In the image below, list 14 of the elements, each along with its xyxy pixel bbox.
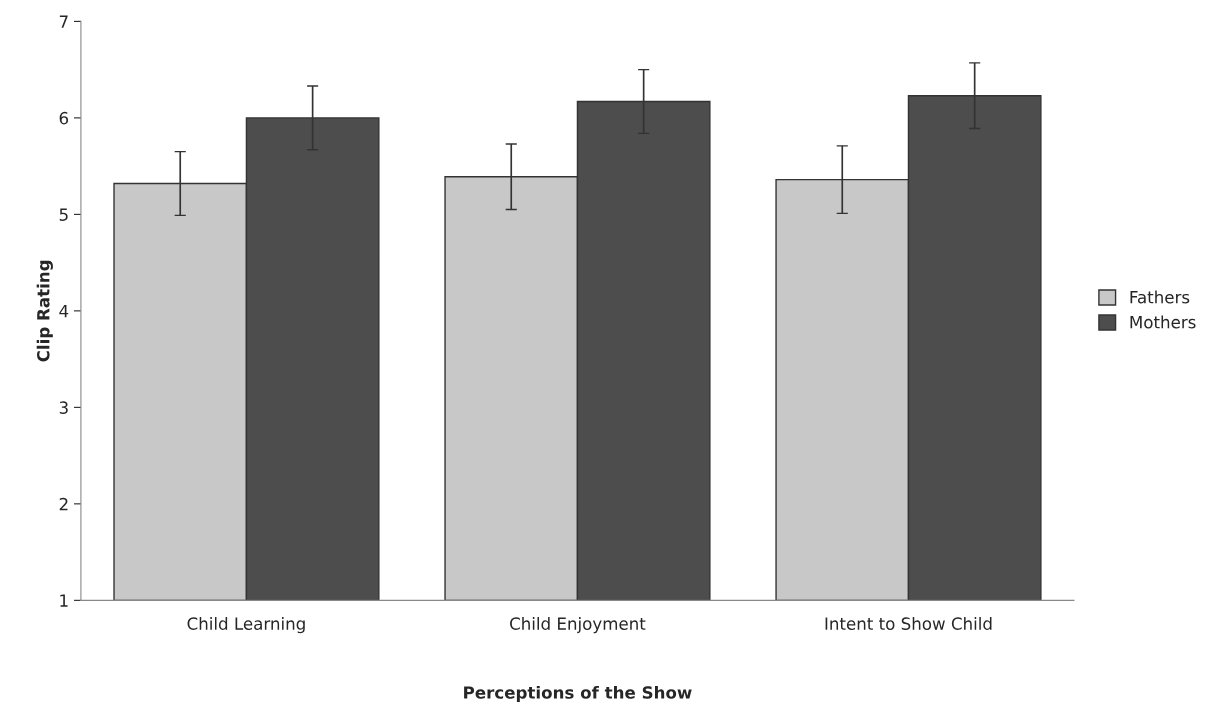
y-tick-label: 7 bbox=[59, 15, 68, 28]
x-tick-label: Intent to Show Child bbox=[825, 617, 992, 630]
y-tick-label: 5 bbox=[59, 208, 68, 221]
x-axis-title: Perceptions of the Show bbox=[464, 685, 692, 703]
y-axis-title: Clip Rating bbox=[36, 260, 53, 362]
x-tick-label: Child Enjoyment bbox=[510, 617, 646, 634]
legend-label: Mothers bbox=[1130, 315, 1196, 329]
y-tick-label: 2 bbox=[59, 497, 68, 511]
x-tick-label: Child Learning bbox=[187, 617, 305, 634]
legend-label: Fathers bbox=[1130, 290, 1190, 304]
y-tick-label: 6 bbox=[59, 111, 69, 125]
y-tick-label: 4 bbox=[59, 305, 69, 318]
y-tick-label: 3 bbox=[59, 401, 68, 414]
y-tick-label: 1 bbox=[60, 594, 68, 607]
